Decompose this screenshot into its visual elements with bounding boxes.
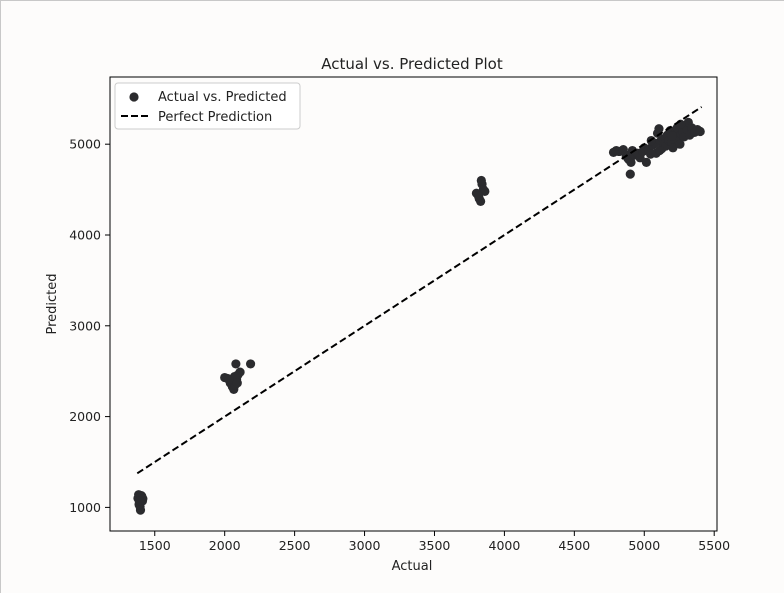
chart-title: Actual vs. Predicted Plot xyxy=(321,55,503,73)
x-tick-label-5500: 5500 xyxy=(698,538,730,553)
legend-label-perfect-prediction: Perfect Prediction xyxy=(158,110,272,125)
scatter-point-42 xyxy=(625,169,635,179)
x-tick-label-3000: 3000 xyxy=(349,538,381,553)
y-tick-label-4000: 4000 xyxy=(69,227,101,242)
scatter-point-11 xyxy=(135,495,145,506)
legend-label-actual-vs-predicted: Actual vs. Predicted xyxy=(158,90,287,105)
scatter-point-57 xyxy=(654,124,664,134)
scatter-point-25 xyxy=(224,374,234,384)
y-tick-label-1000: 1000 xyxy=(69,500,101,515)
y-tick-label-2000: 2000 xyxy=(69,409,101,424)
x-tick-label-4000: 4000 xyxy=(489,538,521,553)
scatter-point-83 xyxy=(695,126,705,137)
scatter-point-43 xyxy=(626,157,636,167)
legend: Actual vs. Predicted Perfect Prediction xyxy=(114,82,301,130)
legend-marker-scatter xyxy=(129,92,139,102)
y-tick-label-5000: 5000 xyxy=(69,137,101,152)
scatter-point-31 xyxy=(476,175,486,186)
scatter-point-67 xyxy=(668,143,678,153)
scatter-point-85 xyxy=(655,145,665,156)
scatter-point-86 xyxy=(667,131,677,141)
y-tick-label-3000: 3000 xyxy=(69,318,101,333)
x-tick-label-4500: 4500 xyxy=(558,538,590,553)
perfect-prediction-line xyxy=(136,106,703,475)
scatter-point-87 xyxy=(676,119,686,129)
scatter-point-50 xyxy=(641,157,651,167)
legend-box xyxy=(114,82,301,130)
scatter-point-22 xyxy=(245,359,256,369)
x-tick-label-1500: 1500 xyxy=(139,538,171,553)
x-tick-label-2000: 2000 xyxy=(209,538,241,553)
scatter-point-26 xyxy=(232,378,242,388)
y-axis-label: Predicted xyxy=(45,273,60,334)
x-tick-label-5000: 5000 xyxy=(628,538,660,553)
scatter-point-34 xyxy=(473,191,484,201)
plot-area-frame xyxy=(109,76,718,532)
x-tick-label-3500: 3500 xyxy=(419,538,451,553)
scatter-point-20 xyxy=(231,359,241,369)
x-axis-label: Actual xyxy=(392,559,433,574)
x-tick-label-2500: 2500 xyxy=(279,538,311,553)
scatter-point-72 xyxy=(675,139,685,149)
